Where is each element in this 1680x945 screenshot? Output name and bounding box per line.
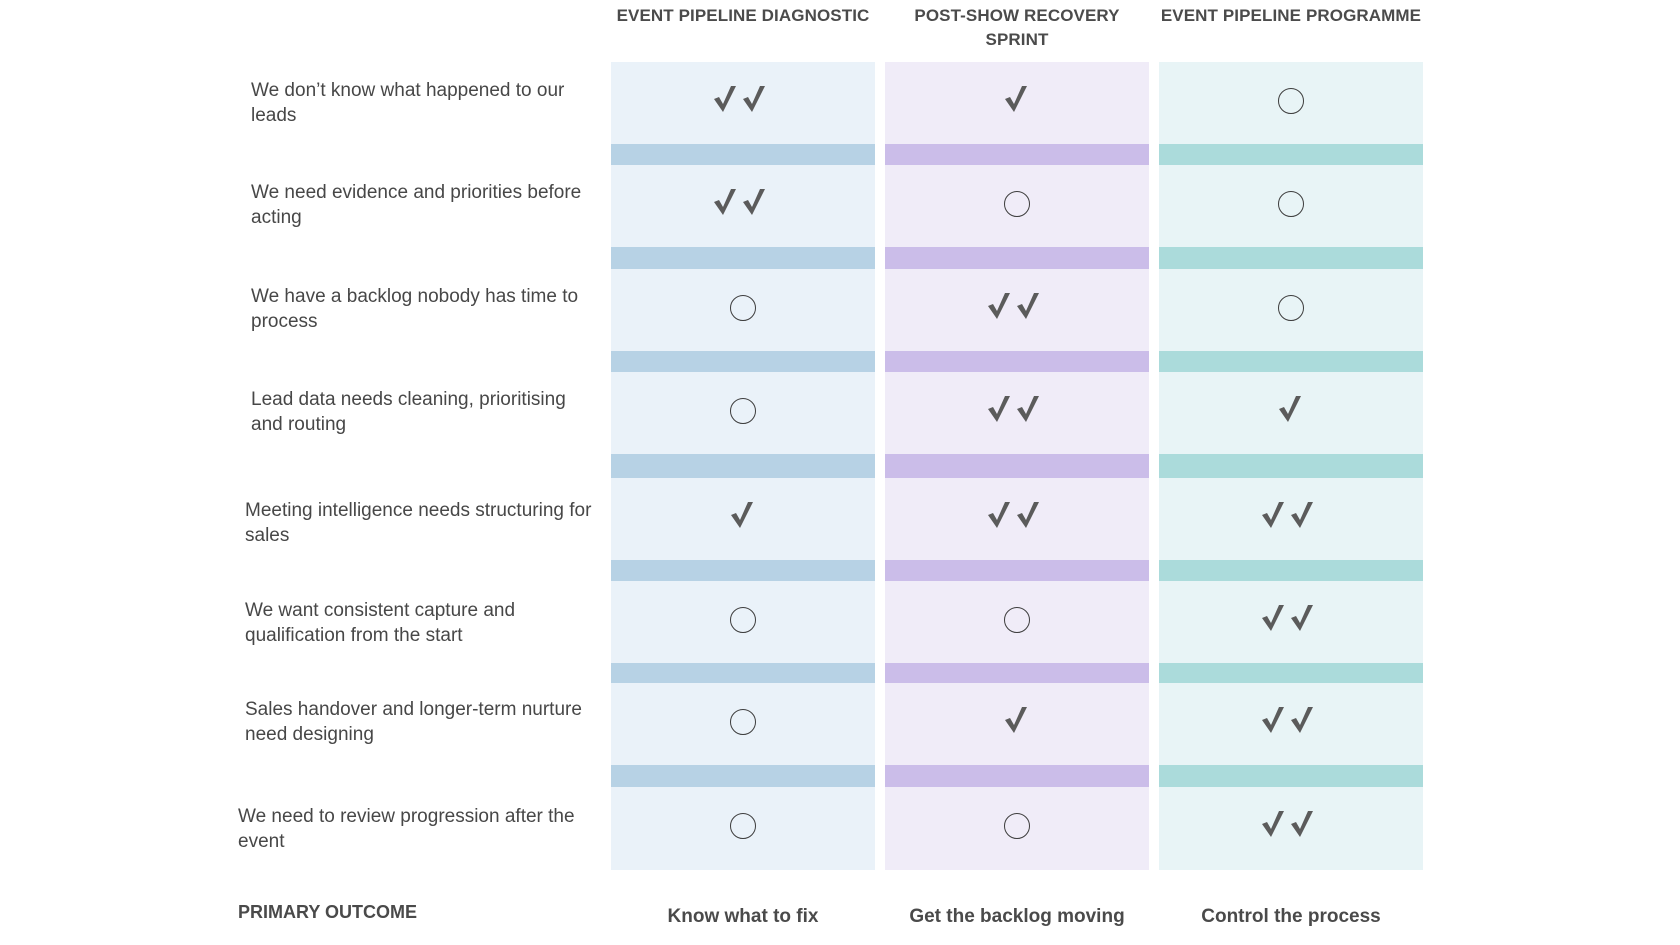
double-check-icon [986,289,1048,328]
double-check-icon [712,185,774,224]
matrix-cell [1159,71,1423,131]
double-check-icon [712,82,774,121]
matrix-cell [1159,692,1423,752]
column-recovery-sprint [885,62,1149,870]
row-divider-band [885,247,1149,269]
empty-circle-icon [730,398,756,424]
column-diagnostic [611,62,875,870]
outcome-recovery-sprint: Get the backlog moving [909,906,1125,927]
double-check-icon [986,498,1048,537]
empty-circle-icon [730,709,756,735]
row-divider-band [611,765,875,787]
outcome-programme: Control the process [1201,906,1381,927]
column-header-diagnostic: EVENT PIPELINE DIAGNOSTIC [616,6,870,25]
row-divider-band [885,454,1149,478]
double-check-icon [1260,703,1322,742]
empty-circle-icon [730,813,756,839]
row-divider-band [1159,560,1423,581]
row-divider-band [611,351,875,372]
row-divider-band [611,663,875,683]
row-label: Sales handover and longer-term nurture n… [245,699,582,745]
matrix-cell [611,71,875,131]
row-divider-band [1159,765,1423,787]
primary-outcome-label: PRIMARY OUTCOME [238,902,418,922]
matrix-cell [885,692,1149,752]
row-divider-band [885,351,1149,372]
matrix-cell [885,796,1149,856]
empty-circle-icon [730,295,756,321]
check-icon [726,498,760,537]
matrix-cell [1159,174,1423,234]
empty-circle-icon [1278,191,1304,217]
matrix-cell [611,487,875,547]
empty-circle-icon [1004,191,1030,217]
check-icon [1000,82,1034,121]
double-check-icon [1260,498,1322,537]
column-header-recovery-sprint: POST-SHOW RECOVERY SPRINT [914,6,1120,49]
matrix-cell [1159,381,1423,441]
matrix-cell [611,796,875,856]
matrix-cell [1159,278,1423,338]
empty-circle-icon [1004,607,1030,633]
empty-circle-icon [730,607,756,633]
row-label: Lead data needs cleaning, prioritising a… [251,389,566,435]
row-divider-band [885,765,1149,787]
row-divider-band [1159,144,1423,165]
matrix-cell [611,174,875,234]
row-divider-band [611,247,875,269]
row-divider-band [611,454,875,478]
empty-circle-icon [1278,88,1304,114]
double-check-icon [986,392,1048,431]
outcome-diagnostic: Know what to fix [667,906,819,927]
matrix-cell [885,174,1149,234]
row-divider-band [611,144,875,165]
matrix-cell [885,71,1149,131]
double-check-icon [1260,601,1322,640]
row-label: We want consistent capture and qualifica… [245,600,516,646]
matrix-cell [611,692,875,752]
row-divider-band [611,560,875,581]
double-check-icon [1260,807,1322,846]
matrix-cell [1159,487,1423,547]
column-header-programme: EVENT PIPELINE PROGRAMME [1160,6,1422,25]
matrix-cell [1159,796,1423,856]
row-label: We don’t know what happened to our leads [251,80,565,126]
row-label: We have a backlog nobody has time to pro… [251,286,579,332]
row-divider-band [1159,663,1423,683]
matrix-cell [611,381,875,441]
row-divider-band [1159,351,1423,372]
row-divider-band [885,144,1149,165]
check-icon [1000,703,1034,742]
row-divider-band [1159,454,1423,478]
empty-circle-icon [1004,813,1030,839]
empty-circle-icon [1278,295,1304,321]
matrix-cell [611,590,875,650]
matrix-cell [1159,590,1423,650]
row-divider-band [885,560,1149,581]
row-divider-band [1159,247,1423,269]
matrix-cell [885,487,1149,547]
row-divider-band [885,663,1149,683]
matrix-cell [611,278,875,338]
matrix-cell [885,381,1149,441]
row-label: We need to review progression after the … [238,806,575,852]
check-icon [1274,392,1308,431]
row-label: Meeting intelligence needs structuring f… [245,500,592,546]
row-label: We need evidence and priorities before a… [251,182,582,228]
matrix-cell [885,590,1149,650]
matrix-cell [885,278,1149,338]
